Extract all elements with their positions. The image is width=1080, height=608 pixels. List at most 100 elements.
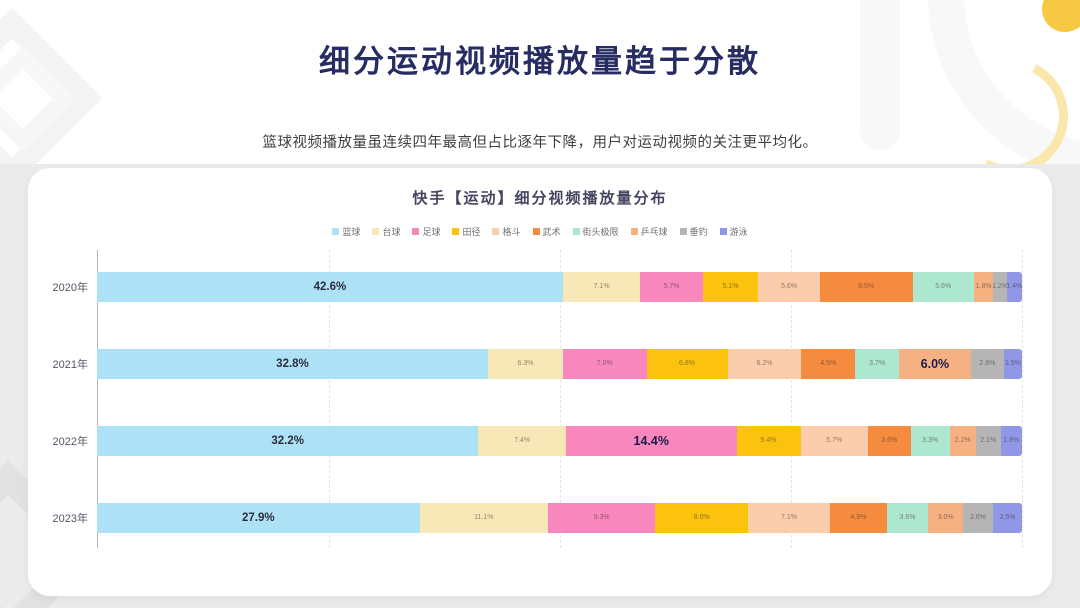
bar-segment-武术: 4.5% (801, 348, 856, 379)
arc-watermark-top-right (928, 0, 1080, 180)
legend-label: 游泳 (729, 226, 748, 237)
year-label: 2022年 (52, 435, 88, 448)
legend-label: 足球 (422, 226, 441, 237)
legend-label: 格斗 (502, 226, 521, 237)
legend-swatch (719, 227, 727, 235)
legend-label: 篮球 (342, 226, 361, 237)
bar-segment-台球: 7.1% (562, 271, 641, 302)
segment-value-label: 7.1% (781, 514, 797, 521)
gridline-25 (329, 250, 330, 548)
legend-swatch (412, 227, 420, 235)
segment-value-label: 3.7% (869, 360, 886, 367)
bar-segment-垂钓: 2.8% (970, 348, 1005, 379)
bar-segment-篮球: 42.6% (97, 271, 563, 302)
segment-value-label: 2.5% (999, 514, 1016, 521)
chart-row-2020年: 2020年 42.6% 7.1% 5.7% 5.1% 5.6% 8.5% 5.6% 1.8% 1.… (37, 248, 1022, 325)
bar-segment-街头极限: 3.6% (886, 502, 929, 533)
legend-item-台球: 台球 (372, 225, 400, 238)
segment-value-label: 7.4% (514, 437, 531, 444)
bar-segment-格斗: 7.1% (747, 502, 831, 533)
segment-value-label: 3.6% (881, 437, 898, 444)
year-label: 2020年 (52, 281, 88, 294)
bar-segment-田径: 8.0% (655, 502, 748, 533)
segment-value-label: 2.1% (980, 437, 997, 444)
segment-value-label: 4.9% (850, 514, 867, 521)
legend-item-足球: 足球 (412, 225, 440, 238)
chart-row-2021年: 2021年 32.8% 6.3% 7.0% 6.8% 6.2% 4.5% 3.7% 6.0% 2.… (37, 325, 1022, 402)
bar-segment-足球: 9.3% (547, 502, 656, 533)
segment-value-label: 1.8% (1003, 437, 1020, 444)
legend-item-武术: 武术 (532, 225, 561, 238)
bar-segment-篮球: 32.2% (97, 425, 479, 456)
segment-value-label: 7.1% (593, 283, 610, 290)
segment-value-label: 2.6% (970, 514, 987, 521)
chart-row-2023年: 2023年 27.9% 11.1% 9.3% 8.0% 7.1% 4.9% 3.6% 3.0% 2… (37, 479, 1022, 556)
page-title: 细分运动视频播放量趋于分散 (319, 44, 761, 79)
legend-item-街头极限: 街头极限 (572, 225, 619, 238)
axis-and-gridlines (97, 250, 1023, 548)
segment-value-label: 1.8% (975, 283, 992, 290)
bar-segment-田径: 5.1% (702, 271, 759, 302)
bar-segment-垂钓: 1.2% (992, 271, 1008, 302)
segment-value-label: 11.1% (474, 514, 494, 521)
segment-value-label: 27.9% (241, 511, 275, 524)
legend-label: 街头极限 (582, 226, 619, 237)
legend-item-游泳: 游泳 (719, 225, 748, 238)
segment-value-label: 1.5% (1005, 360, 1021, 367)
bar-segment-篮球: 27.9% (97, 502, 420, 533)
legend-swatch (572, 227, 580, 235)
segment-value-label: 5.6% (935, 283, 952, 290)
bar-segment-街头极限: 5.6% (912, 271, 974, 302)
bar-segment-乒乓球: 2.2% (949, 425, 976, 456)
segment-value-label: 3.3% (922, 437, 939, 444)
bar-segment-垂钓: 2.1% (975, 425, 1001, 456)
chart-plot: 2020年 42.6% 7.1% 5.7% 5.1% 5.6% 8.5% 5.6% 1.8% 1.… (37, 248, 1023, 556)
bar-segment-台球: 11.1% (419, 502, 548, 533)
stacked-bar: 32.2% 7.4% 14.4% 5.4% 5.7% 3.6% 3.3% 2.2% 2.1% 1.… (97, 425, 1022, 456)
bar-segment-格斗: 5.7% (800, 425, 868, 456)
segment-value-label: 3.6% (899, 514, 916, 521)
segment-value-label: 42.6% (313, 280, 347, 293)
legend-swatch (372, 227, 380, 235)
bar-segment-足球: 5.7% (640, 271, 703, 302)
legend-label: 乒乓球 (640, 226, 668, 237)
legend-label: 垂钓 (689, 226, 708, 237)
legend-label: 台球 (382, 226, 401, 237)
bar-segment-足球: 14.4% (566, 425, 737, 456)
gridline-100 (1022, 250, 1023, 548)
year-label: 2023年 (52, 512, 88, 525)
legend-item-格斗: 格斗 (492, 225, 521, 238)
bar-track: 32.2% 7.4% 14.4% 5.4% 5.7% 3.6% 3.3% 2.2% 2.1% 1.… (97, 425, 1022, 456)
segment-value-label: 3.0% (937, 514, 954, 521)
page-subtitle: 篮球视频播放量虽连续四年最高但占比逐年下降，用户对运动视频的关注更平均化。 (262, 135, 818, 151)
segment-value-label: 5.7% (663, 283, 680, 290)
bar-track: 42.6% 7.1% 5.7% 5.1% 5.6% 8.5% 5.6% 1.8% 1.2% 1.4… (97, 271, 1022, 302)
stacked-bar: 42.6% 7.1% 5.7% 5.1% 5.6% 8.5% 5.6% 1.8% 1.2% 1.4… (97, 271, 1022, 302)
segment-value-label: 8.0% (693, 514, 710, 521)
legend-label: 武术 (542, 226, 561, 237)
segment-value-label: 32.8% (276, 357, 309, 370)
chart-card: 快手【运动】细分视频播放量分布 篮球 台球 足球 田径 格斗 武术 街头极限 乒乓球 垂钓 游泳 … (28, 168, 1052, 596)
legend-swatch (492, 227, 500, 235)
segment-value-label: 5.1% (722, 283, 739, 290)
bar-segment-游泳: 1.5% (1004, 348, 1022, 379)
segment-value-label: 2.8% (979, 360, 996, 367)
chart-row-2022年: 2022年 32.2% 7.4% 14.4% 5.4% 5.7% 3.6% 3.3% 2.2% 2… (37, 402, 1022, 479)
legend-item-乒乓球: 乒乓球 (630, 225, 668, 238)
segment-value-label: 5.4% (760, 437, 777, 444)
segment-value-label: 4.5% (820, 360, 837, 367)
bar-segment-武术: 4.9% (830, 502, 887, 533)
legend-swatch (679, 227, 687, 235)
chart-legend: 篮球 台球 足球 田径 格斗 武术 街头极限 乒乓球 垂钓 游泳 (28, 225, 1052, 238)
stacked-bar: 32.8% 6.3% 7.0% 6.8% 6.2% 4.5% 3.7% 6.0% 2.8% 1.5… (97, 348, 1022, 379)
bar-segment-格斗: 6.2% (727, 348, 802, 379)
bar-track: 32.8% 6.3% 7.0% 6.8% 6.2% 4.5% 3.7% 6.0% 2.8% 1.5… (97, 348, 1022, 379)
segment-value-label: 7.0% (596, 360, 613, 367)
legend-item-垂钓: 垂钓 (679, 225, 708, 238)
segment-value-label: 2.2% (954, 437, 971, 444)
segment-value-label: 6.2% (756, 360, 773, 367)
gridline-50 (560, 250, 561, 548)
bar-segment-田径: 6.8% (646, 348, 728, 379)
legend-swatch (332, 227, 340, 235)
bar-segment-武术: 3.6% (868, 425, 911, 456)
